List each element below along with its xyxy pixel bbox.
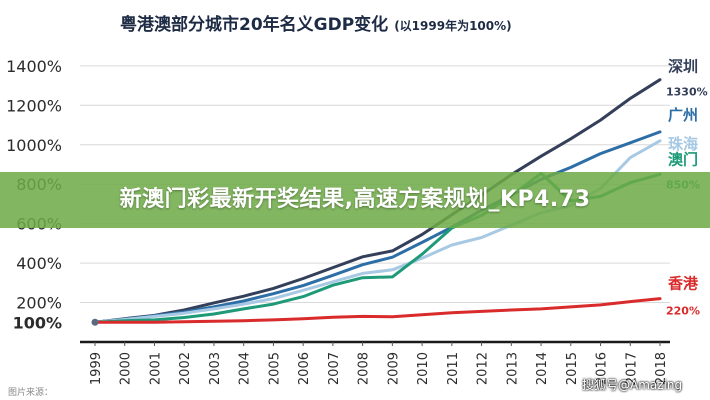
headline-banner: [0, 172, 710, 228]
y-tick-label: 1000%: [6, 136, 62, 155]
series-label-澳门: 澳门: [668, 150, 698, 168]
y-tick-label: 1400%: [6, 57, 62, 76]
x-tick-label: 2013: [505, 352, 520, 385]
start-point: [91, 318, 99, 326]
x-tick-label: 2017: [624, 352, 639, 385]
x-tick-label: 2009: [386, 352, 401, 385]
series-line-珠海: [93, 139, 662, 324]
x-tick-label: 2003: [208, 352, 223, 385]
x-tick-label: 2018: [654, 352, 669, 385]
x-tick-label: 1999: [89, 352, 104, 385]
chart-subtitle: (以1999年为100%): [394, 19, 512, 33]
x-tick-label: 2007: [327, 352, 342, 385]
x-tick-label: 2011: [446, 352, 461, 385]
series-label-香港: 香港: [668, 275, 699, 293]
headline-banner-text: 新澳门彩最新开奖结果,高速方案规划_KP4.73: [119, 187, 591, 212]
y-tick-label: 100%: [13, 313, 62, 332]
x-tick-label: 2005: [267, 352, 282, 385]
watermark: 搜狐号@Amazing: [582, 378, 683, 392]
x-tick-label: 2001: [148, 352, 163, 385]
y-tick-label: 200%: [16, 294, 62, 313]
x-tick-label: 2014: [535, 352, 550, 385]
x-tick-label: 2012: [476, 352, 491, 385]
series-line-香港: [93, 297, 662, 324]
series-line-深圳: [93, 78, 662, 324]
x-tick-label: 2008: [357, 352, 372, 385]
series-value-label-香港: 220%: [666, 305, 700, 318]
x-tick-label: 2010: [416, 352, 431, 385]
y-tick-label: 1200%: [6, 96, 62, 115]
source-credit: 图片来源：: [8, 388, 54, 398]
series-label-珠海: 珠海: [668, 135, 698, 153]
series-label-广州: 广州: [668, 106, 698, 124]
x-tick-label: 2016: [595, 352, 610, 385]
series-label-深圳: 深圳: [668, 58, 698, 76]
chart-title: 粤港澳部分城市20年名义GDP变化: [120, 15, 389, 35]
y-tick-label: 400%: [16, 254, 62, 273]
x-tick-label: 2004: [238, 352, 253, 385]
x-tick-label: 2002: [178, 352, 193, 385]
series-value-label-深圳: 1330%: [666, 86, 708, 99]
x-tick-label: 2000: [119, 352, 134, 385]
x-tick-label: 2006: [297, 352, 312, 385]
x-tick-label: 2015: [565, 352, 580, 385]
chart-title-block: 粤港澳部分城市20年名义GDP变化 (以1999年为100%): [120, 10, 512, 35]
